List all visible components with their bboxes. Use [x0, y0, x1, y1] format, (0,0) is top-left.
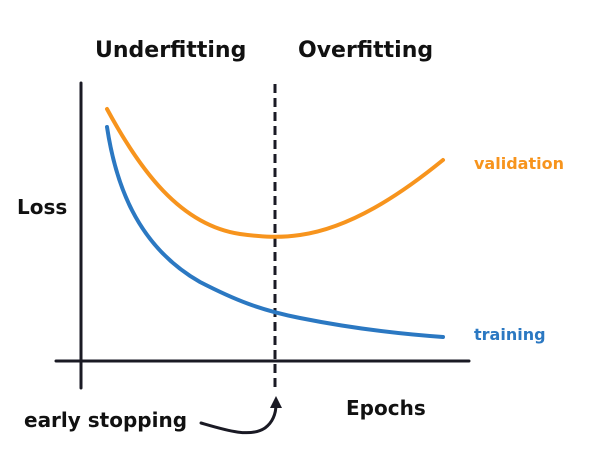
validation-curve	[105, 107, 445, 239]
training-curve	[105, 125, 445, 339]
early-stopping-label: early stopping	[24, 408, 188, 432]
validation-label: validation	[474, 154, 564, 173]
x-axis-label: Epochs	[346, 396, 426, 420]
early-stopping-arrow	[199, 402, 278, 435]
arrowhead-icon	[270, 396, 282, 408]
y-axis-label: Loss	[17, 195, 68, 219]
underfitting-label: Underfitting	[95, 38, 247, 63]
overfitting-label: Overfitting	[298, 38, 434, 63]
training-label: training	[474, 325, 546, 344]
